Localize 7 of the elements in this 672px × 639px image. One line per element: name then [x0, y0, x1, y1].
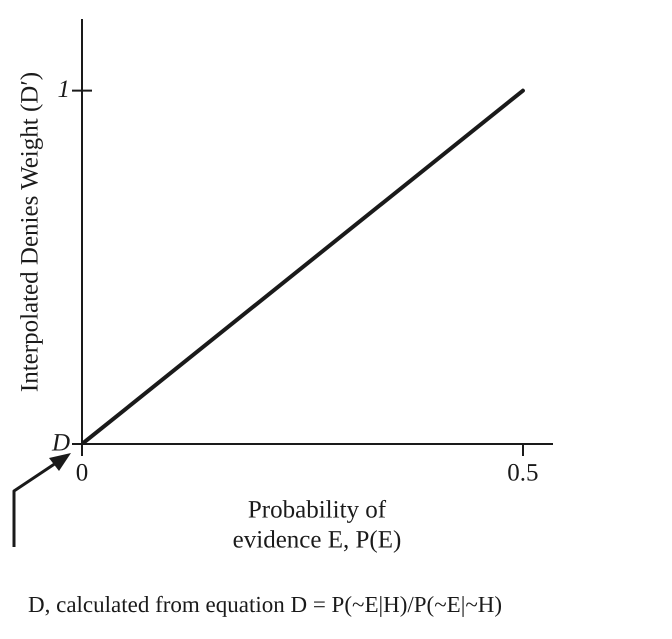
x-tick-label: 0.5	[507, 460, 539, 487]
x-tick-label: 0	[76, 460, 88, 487]
text: D, calculated from equation D = P(~E|H)/P(~E|~H)	[28, 592, 502, 618]
annotation: D	[50, 430, 70, 457]
x-axis-title: Probability of evidence E, P(E)	[232, 496, 402, 554]
text: 1	[58, 76, 70, 104]
y-axis-title: Interpolated Denies Weight (D′)	[16, 72, 44, 392]
